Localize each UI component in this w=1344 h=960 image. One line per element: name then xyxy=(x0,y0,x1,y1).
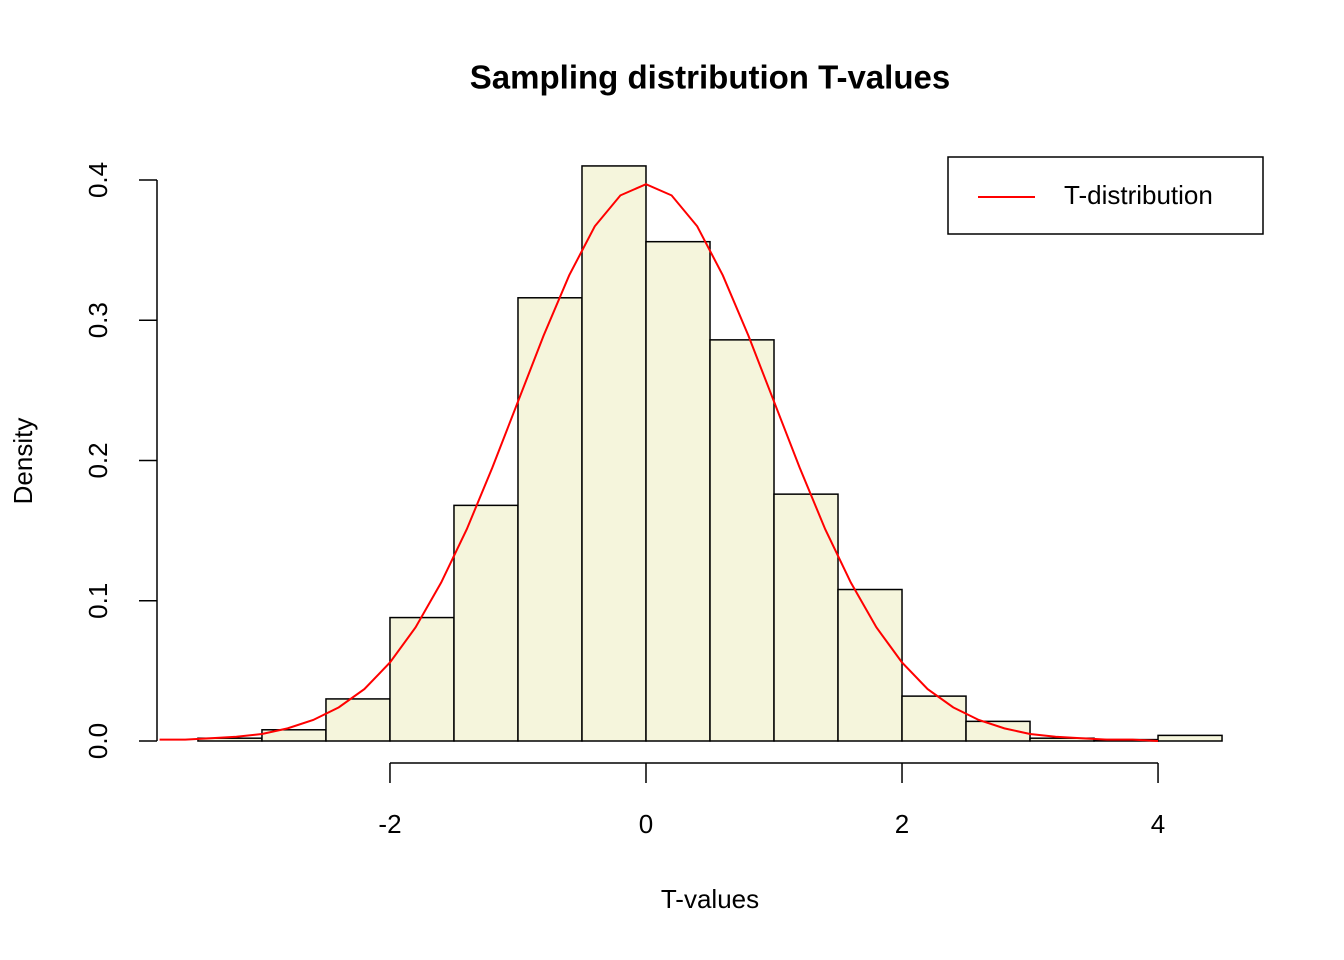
chart-title: Sampling distribution T-values xyxy=(470,59,950,96)
y-tick-label: 0.1 xyxy=(83,583,113,619)
y-tick-label: 0.3 xyxy=(83,302,113,338)
legend-label: T-distribution xyxy=(1064,180,1213,210)
y-tick-label: 0.0 xyxy=(83,723,113,759)
bar xyxy=(517,297,583,742)
x-axis-label: T-values xyxy=(661,884,759,914)
bar xyxy=(325,698,391,742)
x-tick-label: 2 xyxy=(895,809,909,839)
bar xyxy=(773,493,839,742)
bar xyxy=(965,720,1031,742)
bar xyxy=(709,339,775,742)
bar xyxy=(1157,734,1223,742)
bar xyxy=(581,165,647,742)
x-tick-label: -2 xyxy=(378,809,401,839)
x-tick-label: 0 xyxy=(639,809,653,839)
y-tick-label: 0.2 xyxy=(83,442,113,478)
bar xyxy=(389,616,455,742)
bar xyxy=(645,240,711,742)
x-tick-label: 4 xyxy=(1151,809,1165,839)
bar xyxy=(901,695,967,742)
y-axis-label: Density xyxy=(8,418,38,505)
density-curve xyxy=(159,183,1159,742)
legend-box xyxy=(947,156,1264,235)
bar xyxy=(837,588,903,742)
y-tick-label: 0.4 xyxy=(83,162,113,198)
bar xyxy=(453,504,519,742)
